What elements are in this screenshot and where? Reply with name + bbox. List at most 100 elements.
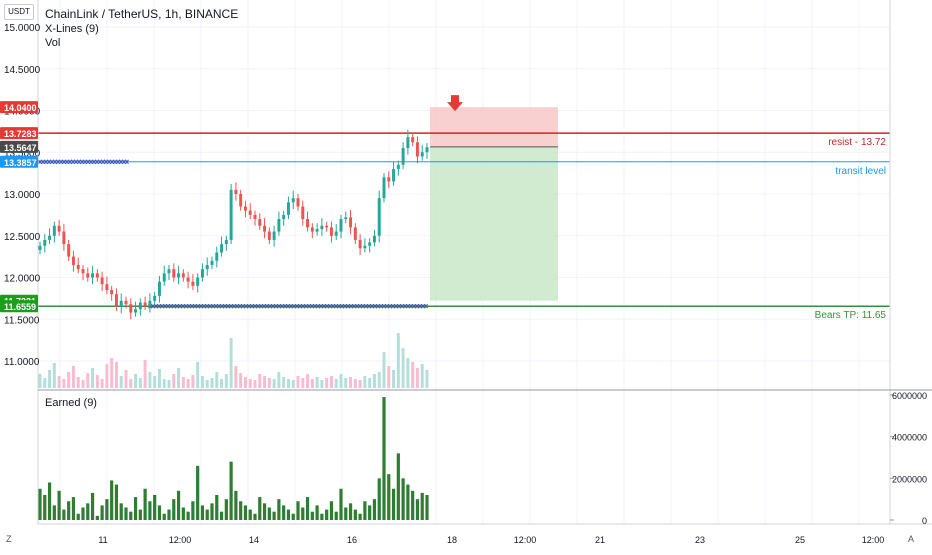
price-label-box — [0, 140, 38, 153]
x-line-marker — [98, 159, 102, 165]
volume-bar — [372, 374, 376, 388]
volume-bar — [358, 380, 362, 388]
x-line-marker — [169, 303, 173, 309]
volume-bar — [200, 376, 204, 388]
x-line-marker — [364, 303, 368, 309]
earned-bar — [215, 495, 219, 520]
x-line-marker — [101, 159, 105, 165]
earned-bar — [71, 497, 76, 520]
volume-bar — [105, 364, 109, 388]
x-line-marker — [71, 159, 75, 165]
volume-bar — [119, 376, 123, 388]
earned-bar — [420, 492, 424, 520]
volume-bar — [215, 372, 219, 388]
x-line-marker — [412, 303, 416, 309]
x-line-marker — [262, 303, 266, 309]
volume-bar — [387, 366, 391, 388]
x-line-marker — [178, 303, 182, 309]
earned-tick-label: 6000000 — [892, 391, 927, 401]
earned-bar — [320, 513, 324, 520]
candle-body — [157, 281, 161, 296]
x-line-marker — [125, 159, 129, 165]
volume-bar — [339, 374, 343, 388]
candle-body — [267, 231, 271, 240]
earned-bar — [153, 495, 157, 520]
earned-bar — [234, 490, 238, 520]
x-line-marker — [187, 303, 191, 309]
candle-body — [210, 260, 214, 265]
position-zones — [430, 95, 558, 301]
earned-bar — [176, 490, 181, 520]
earned-bars — [38, 397, 429, 520]
x-line-marker — [424, 303, 428, 309]
candle-body — [48, 235, 52, 240]
candle-body — [320, 225, 324, 230]
x-line-marker — [283, 303, 287, 309]
indicator-vol[interactable]: Vol — [45, 37, 61, 49]
earned-bar — [133, 497, 138, 520]
x-line-marker — [77, 159, 81, 165]
x-line-marker — [175, 303, 179, 309]
candle-body — [415, 142, 419, 157]
candle-body — [224, 239, 228, 245]
earned-bar — [143, 488, 147, 520]
x-line-marker — [421, 303, 425, 309]
x-line-marker — [268, 303, 272, 309]
volume-bar — [320, 380, 324, 388]
earned-pane-label[interactable]: Earned (9) — [45, 397, 97, 409]
earned-bar — [315, 505, 319, 520]
candle-body — [119, 300, 123, 307]
earned-bar — [119, 503, 123, 520]
x-line-marker — [322, 303, 326, 309]
x-line-marker — [74, 159, 78, 165]
x-lines — [38, 159, 428, 309]
volume-bar — [43, 378, 47, 388]
x-line-marker — [346, 303, 350, 309]
x-line-marker — [220, 303, 224, 309]
auto-scale-button[interactable]: A — [908, 534, 915, 544]
candle-body — [334, 231, 338, 236]
earned-bar — [406, 484, 410, 520]
volume-bar — [143, 360, 147, 388]
candle-body — [95, 273, 99, 278]
x-line-marker — [319, 303, 323, 309]
earned-bar — [301, 507, 305, 520]
volume-bar — [392, 370, 396, 388]
x-line-marker — [116, 159, 120, 165]
time-tick-label: 25 — [795, 535, 805, 545]
indicator-xlines[interactable]: X-Lines (9) — [45, 23, 99, 35]
x-line-marker — [370, 303, 374, 309]
volume-bar — [177, 368, 181, 388]
x-line-marker — [382, 303, 386, 309]
zoom-button[interactable]: Z — [6, 534, 12, 544]
x-line-marker — [304, 303, 308, 309]
x-line-marker — [163, 303, 167, 309]
x-line-marker — [349, 303, 353, 309]
x-line-marker — [211, 303, 215, 309]
candle-body — [229, 189, 233, 240]
x-line-marker — [110, 159, 114, 165]
x-line-marker — [151, 303, 155, 309]
candle-body — [100, 277, 104, 285]
short-arrow-icon — [447, 95, 463, 112]
earned-bar — [248, 509, 252, 520]
candle-body — [76, 264, 80, 270]
candle-body — [148, 300, 152, 306]
unit-label[interactable]: USDT — [4, 4, 34, 20]
candle-body — [282, 214, 286, 220]
earned-bar — [368, 505, 372, 520]
earned-bar — [57, 490, 61, 520]
candle-body — [71, 256, 75, 265]
candle-body — [177, 273, 181, 278]
x-line-marker — [298, 303, 302, 309]
earned-bar — [219, 511, 224, 520]
time-tick-label: 14 — [249, 535, 259, 545]
volume-bar — [52, 363, 56, 388]
volume-bar — [181, 377, 185, 388]
candle-body — [167, 269, 171, 274]
volume-bar — [229, 338, 233, 388]
candle-body — [315, 229, 319, 232]
volume-bar — [315, 377, 319, 388]
